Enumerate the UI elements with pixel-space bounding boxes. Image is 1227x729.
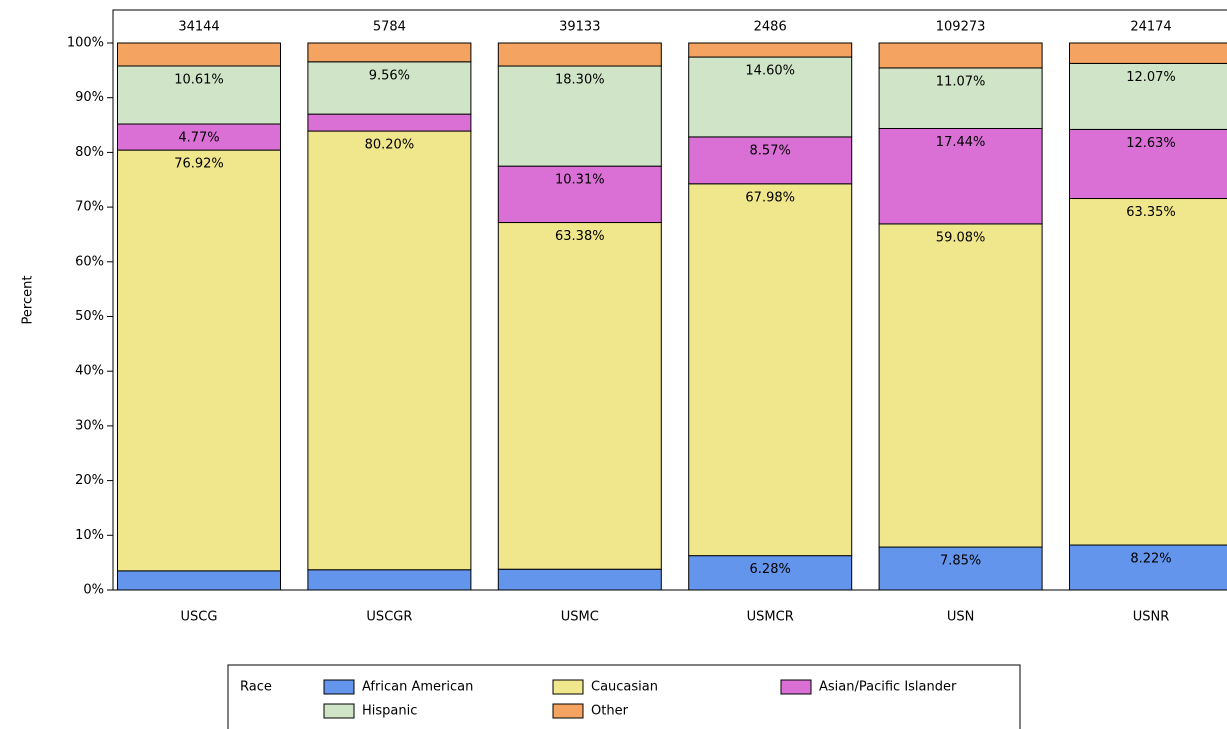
data-label: 11.07% <box>936 74 986 89</box>
bar-segment <box>307 130 472 571</box>
legend-title: Race <box>240 680 272 695</box>
data-label: 63.38% <box>555 229 605 244</box>
bar-segment <box>117 570 281 591</box>
bar-segment <box>117 65 281 125</box>
y-tick-label: 80% <box>75 145 104 160</box>
legend-swatch <box>552 703 584 719</box>
legend-swatch <box>323 703 355 719</box>
y-tick-label: 0% <box>83 583 104 598</box>
legend-label: Other <box>591 704 629 719</box>
data-label: 8.57% <box>750 143 791 158</box>
y-tick-label: 70% <box>75 200 104 215</box>
bar-segment <box>1069 62 1227 130</box>
legend-label: Hispanic <box>362 704 417 719</box>
x-tick-label: USNR <box>1133 610 1170 625</box>
bar-segment <box>307 42 472 63</box>
y-tick-label: 50% <box>75 309 104 324</box>
bar-segment <box>878 67 1043 129</box>
data-label: 18.30% <box>555 73 605 88</box>
bar-segment <box>117 123 281 151</box>
bar-segment <box>1069 544 1227 591</box>
bar-segment <box>1069 128 1227 200</box>
legend-label: Asian/Pacific Islander <box>819 680 957 695</box>
data-label: 7.85% <box>940 554 981 569</box>
bar-segment <box>497 65 662 167</box>
bar-total: 5784 <box>373 20 406 35</box>
legend-label: Caucasian <box>591 680 658 695</box>
data-label: 59.08% <box>936 230 986 245</box>
x-tick-label: USMCR <box>747 610 794 625</box>
legend-box <box>227 664 1021 729</box>
legend-swatch <box>780 679 812 695</box>
data-label: 10.31% <box>555 173 605 188</box>
bar-segment <box>878 42 1043 69</box>
x-tick-label: USCGR <box>366 610 412 625</box>
y-tick-label: 40% <box>75 364 104 379</box>
legend-swatch <box>323 679 355 695</box>
bar-total: 24174 <box>1130 20 1171 35</box>
data-label: 12.63% <box>1126 136 1176 151</box>
bar-total: 34144 <box>178 20 219 35</box>
bar-segment <box>307 569 472 591</box>
data-label: 17.44% <box>936 135 986 150</box>
data-label: 6.28% <box>750 562 791 577</box>
data-label: 76.92% <box>174 157 224 172</box>
bar-segment <box>497 568 662 591</box>
bar-segment <box>688 183 853 557</box>
y-tick-label: 10% <box>75 528 104 543</box>
bar-segment <box>497 42 662 67</box>
x-tick-label: USMC <box>561 610 599 625</box>
bar-segment <box>878 127 1043 225</box>
legend-label: African American <box>362 680 473 695</box>
bar-segment <box>117 149 281 572</box>
data-label: 4.77% <box>178 131 219 146</box>
data-label: 14.60% <box>745 64 795 79</box>
bar-total: 39133 <box>559 20 600 35</box>
y-tick-label: 30% <box>75 418 104 433</box>
bar-total: 2486 <box>754 20 787 35</box>
y-axis-label: Percent <box>21 276 36 325</box>
bar-segment <box>117 42 281 67</box>
data-label: 80.20% <box>365 138 415 153</box>
bar-segment <box>497 222 662 570</box>
bar-total: 109273 <box>936 20 986 35</box>
data-label: 8.22% <box>1130 552 1171 567</box>
bar-segment <box>1069 42 1227 64</box>
bar-segment <box>688 42 853 58</box>
data-label: 10.61% <box>174 72 224 87</box>
bar-segment <box>878 223 1043 548</box>
bar-segment <box>1069 198 1227 546</box>
y-tick-label: 90% <box>75 90 104 105</box>
data-label: 9.56% <box>369 68 410 83</box>
data-label: 67.98% <box>745 190 795 205</box>
data-label: 12.07% <box>1126 70 1176 85</box>
bar-segment <box>688 136 853 185</box>
y-tick-label: 60% <box>75 254 104 269</box>
bar-segment <box>307 113 472 132</box>
plot-frame <box>112 9 1227 591</box>
data-label: 63.35% <box>1126 205 1176 220</box>
bar-segment <box>688 56 853 138</box>
legend-swatch <box>552 679 584 695</box>
y-tick-label: 100% <box>67 36 104 51</box>
bar-segment <box>688 555 853 591</box>
y-tick-label: 20% <box>75 473 104 488</box>
x-tick-label: USCG <box>181 610 218 625</box>
x-tick-label: USN <box>947 610 975 625</box>
